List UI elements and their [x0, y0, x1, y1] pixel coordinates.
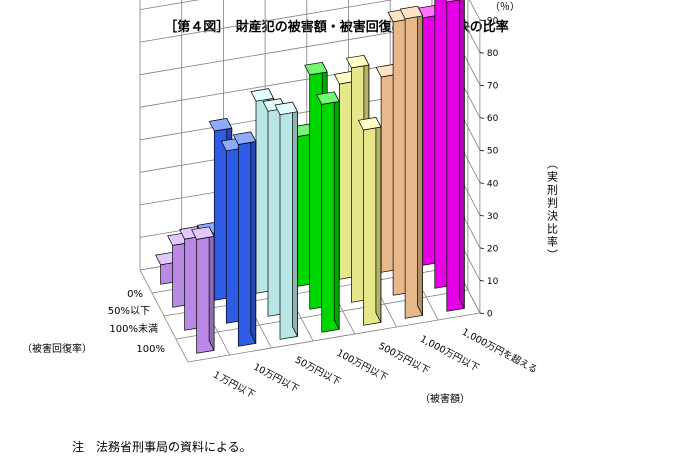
bar: [232, 131, 257, 347]
bar: [191, 226, 215, 354]
y-tick-label: 0%: [127, 289, 143, 300]
x-tick-label: １万円以下: [210, 369, 257, 401]
z-tick: [479, 280, 484, 282]
source-note: 注 法務省刑事局の資料による。: [72, 440, 252, 454]
z-tick-label: 20: [487, 244, 499, 254]
x-tick-label: 50万円以下: [293, 355, 342, 388]
z-axis-label: （実刑判決比率）: [546, 158, 559, 262]
y-tick-label: 100%: [136, 344, 165, 355]
z-tick-label: 80: [487, 49, 499, 59]
z-tick: [479, 312, 484, 315]
z-tick: [479, 84, 484, 87]
z-tick-label: 30: [487, 212, 499, 222]
y-tick-label: 100%未満: [109, 323, 158, 335]
z-tick: [479, 247, 484, 249]
z-tick: [479, 19, 484, 22]
bar: [399, 5, 423, 319]
z-tick-label: 40: [487, 179, 499, 189]
bar: [445, 0, 465, 312]
unit-label: （％）: [490, 1, 520, 13]
z-tick: [479, 182, 484, 184]
z-tick-label: 60: [487, 114, 499, 124]
z-tick-label: 10: [487, 277, 499, 287]
z-tick-label: 50: [487, 147, 499, 157]
x-tick-label: 10万円以下: [251, 362, 300, 395]
z-tick: [479, 117, 484, 119]
z-tick-label: 90: [487, 17, 499, 27]
z-tick: [479, 214, 484, 217]
z-tick: [479, 52, 484, 54]
z-tick-label: 0: [487, 310, 493, 320]
floor-line: [187, 312, 480, 363]
bar: [316, 91, 340, 333]
x-axis-label: （被害額）: [420, 392, 470, 405]
x-tick-label: 100万円以下: [335, 348, 390, 384]
y-tick-label: 50%以下: [108, 306, 150, 317]
z-tick-label: 70: [487, 82, 499, 92]
bar: [358, 117, 382, 326]
y-axis-label: （被害回復率）: [22, 342, 92, 355]
z-tick: [479, 149, 484, 152]
bar: [274, 101, 298, 340]
